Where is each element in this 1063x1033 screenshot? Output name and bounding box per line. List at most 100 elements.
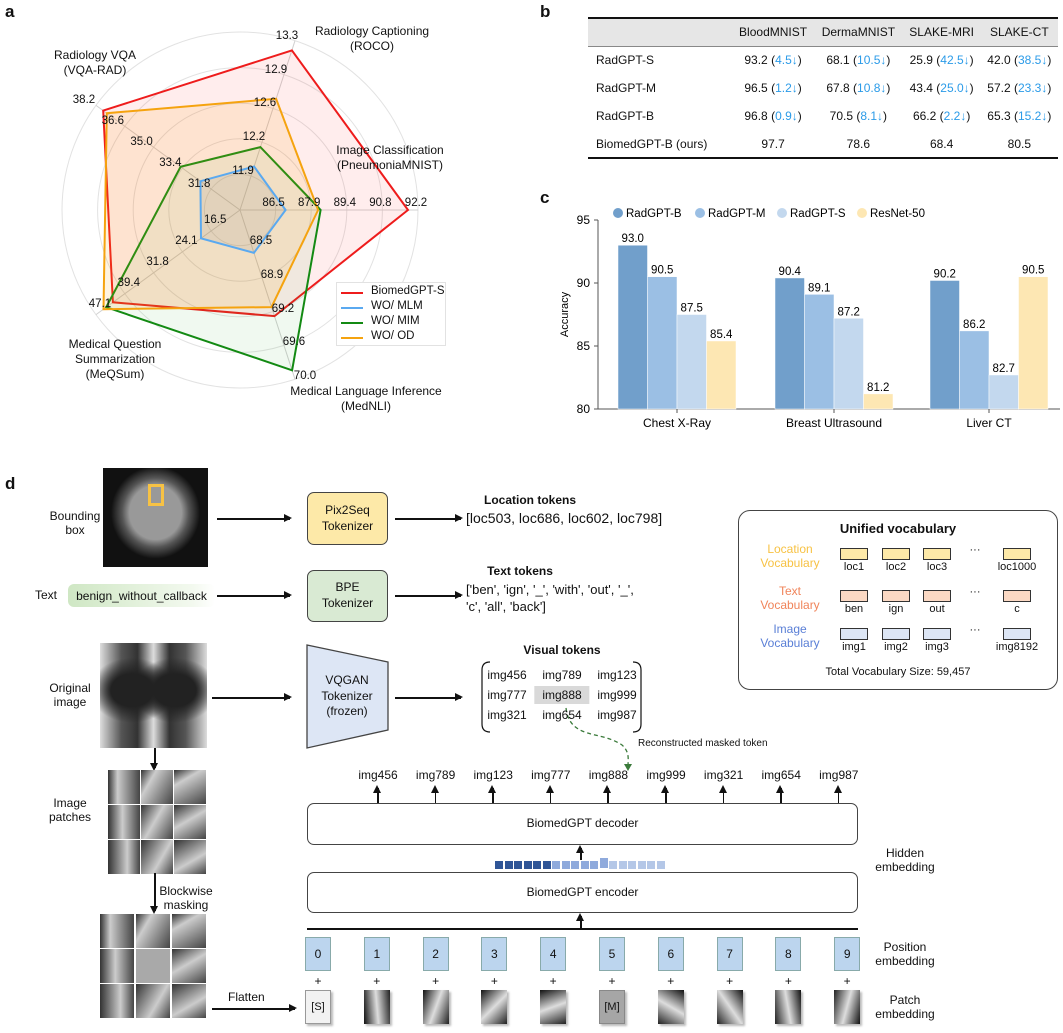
- table-cell: 65.3 (15.2↓): [987, 109, 1052, 123]
- arrow: [777, 785, 784, 803]
- legend: BiomedGPT-S WO/ MLM WO/ MIM WO/ OD: [336, 282, 446, 346]
- image-patch: [136, 914, 170, 948]
- vocab-token-label: loc3: [926, 561, 948, 573]
- tick-label: 36.6: [101, 115, 124, 128]
- arrow: [489, 785, 496, 803]
- series-biomedgpt-s: [102, 49, 410, 318]
- arrow: [546, 785, 553, 803]
- mask-token: [M]: [599, 990, 625, 1024]
- legend-item: WO/ OD: [341, 330, 445, 344]
- visual-token: img987: [597, 708, 637, 722]
- cell-delta: 25.0↓: [940, 81, 970, 95]
- hidden-embedding-square: [571, 861, 579, 869]
- plus-sign: +: [608, 974, 616, 988]
- tick-label: 11.9: [232, 165, 254, 178]
- data-label: 90.4: [779, 266, 802, 278]
- vocab-token-box: [882, 548, 910, 560]
- table-header: [588, 18, 733, 46]
- table-row: BiomedGPT-B (ours) 97.7 78.6 68.4 80.5: [588, 130, 1058, 158]
- cell-delta: 10.5↓: [857, 53, 887, 68]
- plus-sign: +: [667, 974, 675, 988]
- cell-value: 42.0: [987, 53, 1011, 68]
- text-label: Text: [35, 588, 58, 602]
- legend-label: WO/ MLM: [371, 300, 423, 312]
- masked-image-grid: [100, 914, 206, 1018]
- plus-sign: +: [549, 974, 557, 988]
- row-label: RadGPT-M: [596, 81, 657, 95]
- vocab-title: Unified vocabulary: [839, 521, 957, 536]
- vocab-row-label: Image Vocabulary: [760, 622, 820, 650]
- image-patch: [100, 984, 134, 1018]
- vocab-token-label: out: [929, 603, 945, 615]
- cell-delta: 38.5↓: [1018, 53, 1048, 68]
- cell-delta: 8.1↓: [860, 109, 884, 123]
- vocab-token-box: [840, 590, 868, 602]
- position-embedding: 0: [305, 937, 331, 971]
- bar-radgpt-m: [959, 330, 990, 410]
- position-embedding: 9: [834, 937, 861, 971]
- image-patch: [100, 914, 134, 948]
- table-cell: 97.7: [732, 130, 814, 158]
- bar-radgpt-b: [617, 244, 648, 410]
- arrow: [217, 591, 292, 599]
- position-embedding: 3: [481, 937, 508, 971]
- bar-radgpt-m: [647, 276, 678, 410]
- axis-line: [239, 209, 296, 380]
- table-cell: 25.9 (42.5↓): [909, 53, 974, 68]
- output-token: img999: [646, 768, 686, 782]
- location-tokens: [loc503, loc686, loc602, loc798]: [466, 510, 663, 526]
- image-patch: [141, 805, 173, 839]
- vocab-token-label: img8192: [995, 641, 1039, 653]
- cell-value: 67.8: [826, 81, 850, 95]
- y-tick-label: 80: [577, 402, 591, 416]
- bounding-box-marker: [148, 484, 164, 506]
- tick-label: 13.3: [275, 29, 299, 42]
- row-label: BiomedGPT-B (ours): [596, 136, 708, 151]
- ellipsis: ···: [969, 586, 981, 598]
- patch-embedding: [540, 990, 567, 1024]
- cell-value: 96.5: [744, 81, 768, 95]
- y-tick-label: 90: [577, 276, 591, 290]
- visual-token: img654: [542, 708, 582, 722]
- arrow: [212, 1004, 297, 1012]
- legend-swatch: [341, 322, 363, 324]
- table-header: BloodMNIST: [732, 18, 815, 46]
- hidden-embedding-square: [580, 861, 589, 869]
- position-embedding: 6: [657, 937, 684, 971]
- visual-tokens-title: Visual tokens: [523, 643, 601, 657]
- cell-value: 68.1: [826, 53, 850, 68]
- table-cell: 43.4 (25.0↓): [909, 81, 974, 95]
- location-tokens-title: Location tokens: [483, 493, 577, 507]
- patch-embedding: [775, 990, 802, 1024]
- vocab-token-label: img2: [884, 641, 908, 653]
- plus-sign: +: [784, 974, 792, 988]
- chest-xray-image: [100, 643, 207, 748]
- bpe-tokenizer: BPE Tokenizer: [307, 570, 388, 622]
- hidden-embedding-square: [656, 861, 665, 869]
- cell-delta: 0.9↓: [775, 109, 798, 123]
- legend-label: RadGPT-S: [790, 208, 846, 220]
- axis-line: [95, 104, 241, 211]
- output-token: img456: [358, 768, 398, 782]
- tick-label: 16.5: [203, 213, 227, 226]
- table-cell: 57.2 (23.3↓): [987, 81, 1052, 95]
- table-cell: 80.5: [981, 130, 1058, 158]
- position-embedding-label: Position embedding: [875, 940, 935, 968]
- plus-sign: +: [373, 974, 381, 988]
- arrow: [150, 748, 158, 771]
- image-patch: [174, 770, 206, 804]
- axis-line: [239, 40, 296, 211]
- arrow: [576, 845, 584, 860]
- arrow: [150, 873, 158, 914]
- visual-token: img999: [597, 688, 637, 702]
- cell-value: 43.4: [909, 81, 933, 95]
- cell-delta: 4.5↓: [775, 53, 798, 68]
- panel-label-a: a: [5, 2, 15, 21]
- bar-chart: 80 85 90 95 Accuracy 93.0 90.5 87.5 85.4 Chest X-…: [559, 208, 1060, 430]
- image-patch: [100, 949, 134, 983]
- legend-item: WO/ MLM: [341, 300, 445, 314]
- y-tick-label: 95: [577, 213, 591, 227]
- arrow: [217, 514, 292, 522]
- visual-token: img123: [597, 668, 637, 682]
- hidden-embedding-square: [618, 861, 627, 869]
